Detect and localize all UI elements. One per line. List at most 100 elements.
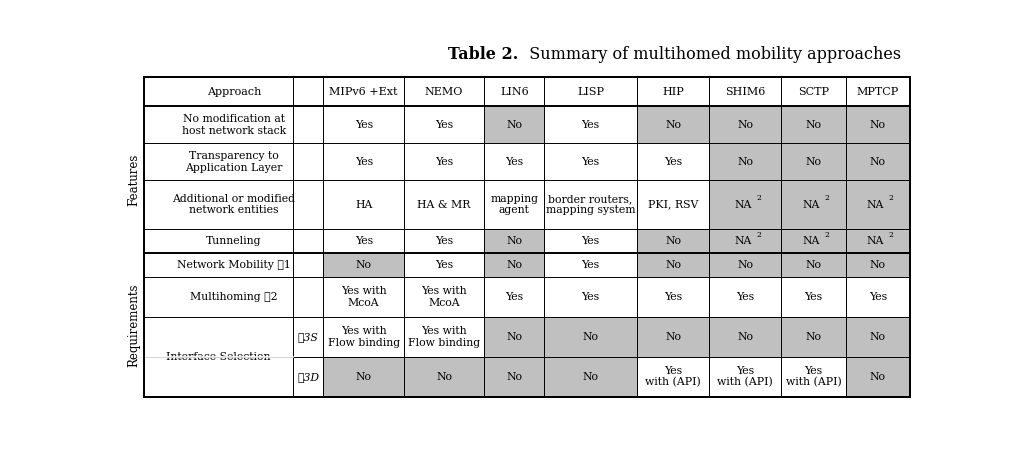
Text: Yes: Yes bbox=[354, 157, 373, 167]
Text: LISP: LISP bbox=[577, 87, 604, 97]
Text: Yes: Yes bbox=[868, 292, 887, 302]
Text: Yes
with (API): Yes with (API) bbox=[718, 366, 773, 388]
Text: Yes: Yes bbox=[435, 120, 453, 130]
Bar bbox=[404, 357, 485, 396]
Bar bbox=[782, 229, 846, 253]
Text: Approach: Approach bbox=[207, 87, 261, 97]
Text: No: No bbox=[805, 332, 822, 342]
Bar bbox=[145, 77, 910, 106]
Bar bbox=[710, 180, 782, 229]
Text: NEMO: NEMO bbox=[425, 87, 463, 97]
Text: No: No bbox=[355, 372, 372, 382]
Text: Yes: Yes bbox=[804, 292, 823, 302]
Text: SCTP: SCTP bbox=[798, 87, 829, 97]
Text: Interface Selection: Interface Selection bbox=[166, 352, 271, 362]
Text: Multihoming ℜ2: Multihoming ℜ2 bbox=[190, 292, 278, 302]
Text: NA: NA bbox=[734, 199, 751, 210]
Text: No: No bbox=[582, 372, 599, 382]
Text: No: No bbox=[737, 260, 753, 270]
Text: No: No bbox=[869, 120, 886, 130]
Text: Yes: Yes bbox=[505, 157, 523, 167]
Text: Yes
with (API): Yes with (API) bbox=[786, 366, 842, 388]
Text: Table 2.: Table 2. bbox=[448, 46, 518, 63]
Text: NA: NA bbox=[802, 199, 819, 210]
Bar bbox=[485, 229, 545, 253]
Text: ℜ3S: ℜ3S bbox=[298, 332, 319, 342]
Bar bbox=[782, 144, 846, 180]
Bar bbox=[710, 253, 782, 277]
Text: No: No bbox=[506, 372, 522, 382]
Text: 2: 2 bbox=[889, 194, 894, 202]
Text: 2: 2 bbox=[756, 194, 760, 202]
Text: border routers,
mapping system: border routers, mapping system bbox=[546, 194, 635, 216]
Bar bbox=[782, 180, 846, 229]
Text: No: No bbox=[805, 120, 822, 130]
Text: Yes with
Flow binding: Yes with Flow binding bbox=[328, 326, 400, 348]
Text: HA: HA bbox=[355, 199, 373, 210]
Text: No: No bbox=[506, 332, 522, 342]
Bar bbox=[485, 253, 545, 277]
Bar bbox=[637, 317, 710, 357]
Text: Yes: Yes bbox=[664, 157, 682, 167]
Text: MIPv6 +Ext: MIPv6 +Ext bbox=[330, 87, 398, 97]
Text: HIP: HIP bbox=[662, 87, 684, 97]
Text: Yes: Yes bbox=[505, 292, 523, 302]
Text: Yes: Yes bbox=[354, 120, 373, 130]
Text: Yes: Yes bbox=[581, 120, 600, 130]
Text: 2: 2 bbox=[756, 231, 760, 238]
Text: Yes: Yes bbox=[664, 292, 682, 302]
Text: No: No bbox=[805, 157, 822, 167]
Text: No: No bbox=[869, 260, 886, 270]
Bar bbox=[846, 253, 910, 277]
Bar bbox=[545, 317, 637, 357]
Text: No: No bbox=[805, 260, 822, 270]
Bar bbox=[846, 357, 910, 396]
Text: No: No bbox=[737, 332, 753, 342]
Bar bbox=[637, 253, 710, 277]
Text: Yes: Yes bbox=[581, 292, 600, 302]
Bar bbox=[846, 317, 910, 357]
Text: No: No bbox=[506, 236, 522, 246]
Text: PKI, RSV: PKI, RSV bbox=[647, 199, 698, 210]
Text: No: No bbox=[506, 260, 522, 270]
Text: SHIM6: SHIM6 bbox=[725, 87, 766, 97]
Bar bbox=[324, 253, 404, 277]
Text: Tunneling: Tunneling bbox=[206, 236, 262, 246]
Text: LIN6: LIN6 bbox=[500, 87, 528, 97]
Text: NA: NA bbox=[867, 199, 885, 210]
Text: Yes: Yes bbox=[581, 236, 600, 246]
Text: Yes: Yes bbox=[435, 260, 453, 270]
Bar bbox=[846, 229, 910, 253]
Text: No: No bbox=[665, 236, 681, 246]
Text: Yes: Yes bbox=[581, 157, 600, 167]
Text: NA: NA bbox=[734, 236, 751, 246]
Text: 2: 2 bbox=[825, 194, 830, 202]
Bar bbox=[637, 229, 710, 253]
Text: No: No bbox=[665, 260, 681, 270]
Bar bbox=[710, 229, 782, 253]
Text: 2: 2 bbox=[825, 231, 830, 238]
Text: ℜ3D: ℜ3D bbox=[297, 372, 320, 382]
Text: Summary of multihomed mobility approaches: Summary of multihomed mobility approache… bbox=[519, 46, 902, 63]
Text: No: No bbox=[869, 372, 886, 382]
Text: No: No bbox=[436, 372, 452, 382]
Bar bbox=[846, 106, 910, 144]
Text: 2: 2 bbox=[889, 231, 894, 238]
Text: No: No bbox=[355, 260, 372, 270]
Bar bbox=[485, 317, 545, 357]
Text: No modification at
host network stack: No modification at host network stack bbox=[182, 114, 286, 135]
Text: Yes
with (API): Yes with (API) bbox=[645, 366, 700, 388]
Text: Yes: Yes bbox=[435, 157, 453, 167]
Text: Yes: Yes bbox=[435, 236, 453, 246]
Bar bbox=[782, 106, 846, 144]
Bar bbox=[846, 180, 910, 229]
Bar bbox=[782, 253, 846, 277]
Text: No: No bbox=[665, 120, 681, 130]
Text: No: No bbox=[582, 332, 599, 342]
Text: Network Mobility ℜ1: Network Mobility ℜ1 bbox=[177, 260, 291, 270]
Bar bbox=[545, 357, 637, 396]
Bar bbox=[324, 357, 404, 396]
Text: No: No bbox=[665, 332, 681, 342]
Text: No: No bbox=[869, 157, 886, 167]
Bar bbox=[710, 144, 782, 180]
